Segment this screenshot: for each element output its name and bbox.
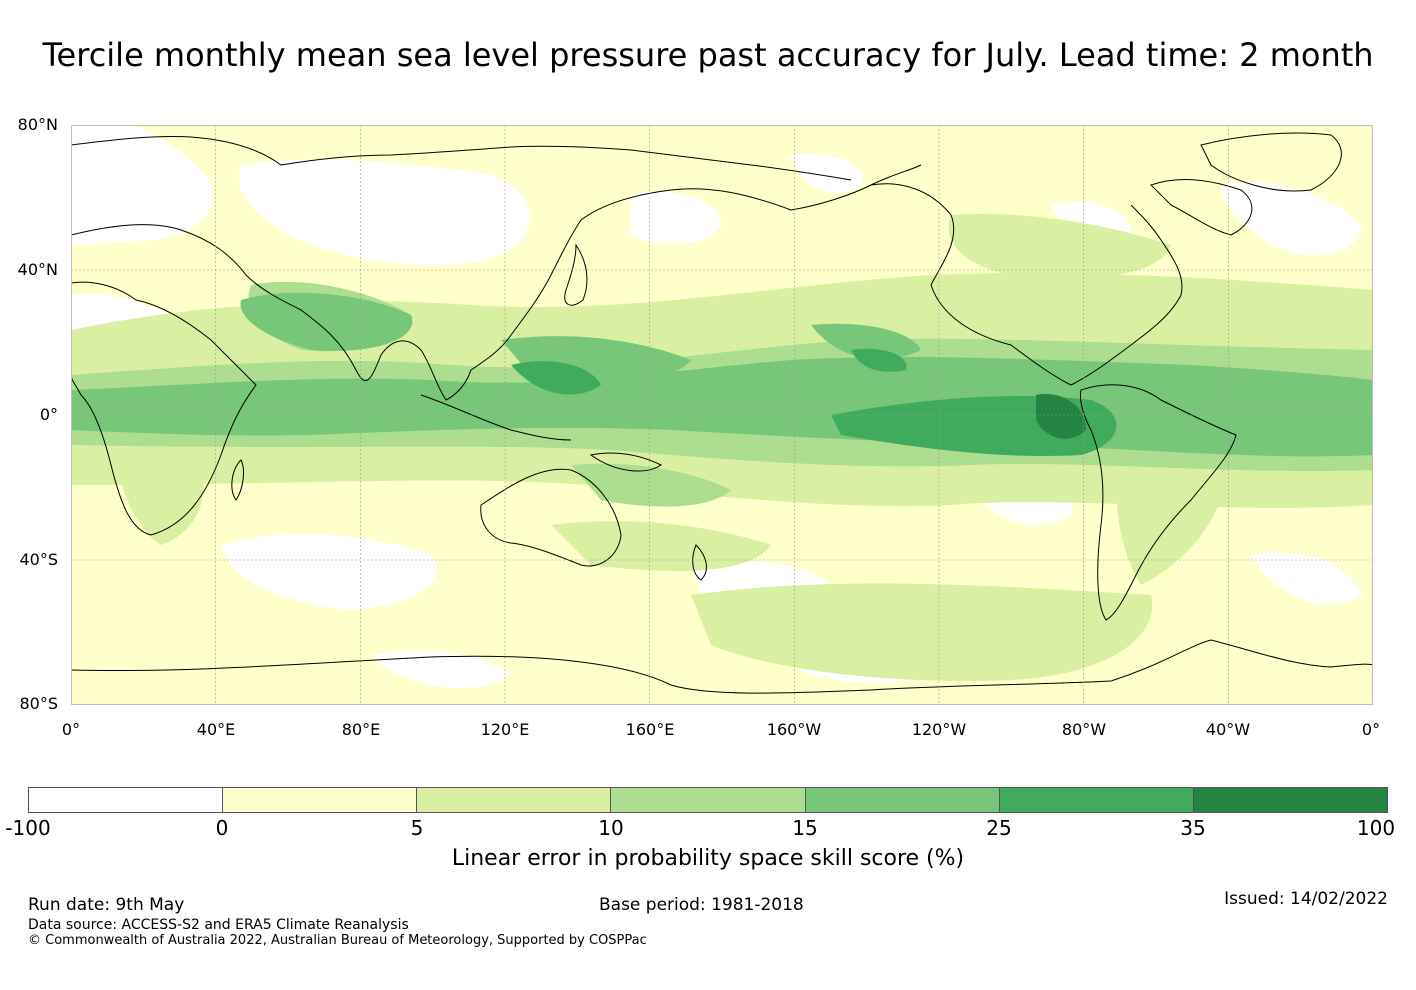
skill-score-map: [71, 125, 1373, 705]
data-source: Data source: ACCESS-S2 and ERA5 Climate …: [28, 917, 409, 933]
colorbar-swatch-10-15: [611, 788, 806, 812]
colorbar-swatch-15-25: [805, 788, 1000, 812]
lon-label-40e: 40°E: [196, 720, 236, 739]
issued-date: Issued: 14/02/2022: [1224, 889, 1388, 909]
colorbar: [28, 787, 1388, 813]
lon-label-160e: 160°E: [625, 720, 675, 739]
lat-label-40n: 40°N: [17, 260, 58, 279]
lat-label-40s: 40°S: [19, 550, 58, 569]
colorbar-swatch-5-10: [417, 788, 612, 812]
base-period: Base period: 1981-2018: [599, 895, 804, 915]
lon-label-0-left: 0°: [61, 720, 81, 739]
colorbar-tick: 5: [410, 816, 424, 840]
lon-label-160w: 160°W: [766, 720, 822, 739]
coastlines: [71, 132, 1373, 694]
colorbar-swatch-35-100: [1193, 788, 1387, 812]
colorbar-swatch-25-35: [999, 788, 1194, 812]
graticule: [71, 125, 1373, 705]
copyright-notice: © Commonwealth of Australia 2022, Austra…: [28, 933, 647, 948]
lon-label-40w: 40°W: [1205, 720, 1251, 739]
colorbar-tick: -100: [5, 816, 51, 840]
colorbar-label: Linear error in probability space skill …: [451, 846, 965, 871]
lon-label-120e: 120°E: [480, 720, 530, 739]
lat-label-80n: 80°N: [17, 115, 58, 134]
lon-label-0-right: 0°: [1361, 720, 1381, 739]
colorbar-tick: 15: [792, 816, 818, 840]
lon-label-80e: 80°E: [341, 720, 381, 739]
lat-label-equator: 0°: [39, 405, 58, 424]
colorbar-tick: 0: [215, 816, 229, 840]
colorbar-swatch-0-5: [223, 788, 418, 812]
lon-label-80w: 80°W: [1061, 720, 1107, 739]
run-date: Run date: 9th May: [28, 895, 185, 915]
colorbar-tick: 35: [1180, 816, 1206, 840]
lon-label-120w: 120°W: [911, 720, 967, 739]
colorbar-tick: 100: [1356, 816, 1396, 840]
skill-35-100-areas: [1036, 394, 1086, 439]
colorbar-swatch-below-0: [29, 788, 224, 812]
colorbar-tick: 10: [598, 816, 624, 840]
map-title: Tercile monthly mean sea level pressure …: [42, 36, 1374, 74]
map-canvas: [71, 125, 1373, 705]
colorbar-tick: 25: [986, 816, 1012, 840]
lat-label-80s: 80°S: [19, 694, 58, 713]
